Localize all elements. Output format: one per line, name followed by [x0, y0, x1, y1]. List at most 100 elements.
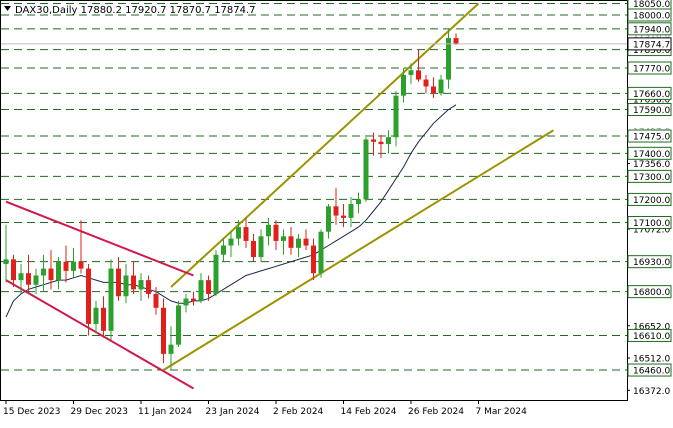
candle-body: [108, 268, 114, 331]
candle: [3, 224, 9, 283]
candle: [33, 268, 39, 294]
candle: [266, 217, 271, 246]
candle-body: [326, 206, 331, 232]
level-label: 17940.0: [627, 22, 672, 36]
trend-channels: [5, 2, 555, 390]
time-tick-label: 29 Dec 2023: [71, 407, 129, 417]
last-price-text: 17874.7: [633, 40, 670, 50]
candle: [183, 293, 189, 313]
candle-body: [123, 275, 129, 297]
candle-body: [116, 268, 121, 297]
candle-body: [26, 273, 31, 285]
candle: [348, 197, 354, 228]
level-label-text: 16800.0: [633, 288, 670, 298]
candle-body: [393, 95, 399, 138]
candle-body: [153, 293, 159, 308]
candle: [341, 204, 346, 228]
level-label: 18000.0: [627, 8, 672, 22]
price-tick-label: 16652.0: [633, 322, 670, 332]
level-label-box: [627, 255, 672, 269]
level-label: 17475.0: [627, 129, 672, 143]
candle-body: [303, 238, 309, 246]
level-label: 16610.0: [627, 328, 672, 342]
level-label: 16800.0: [627, 285, 672, 299]
level-label-box: [627, 192, 672, 206]
last-price-box: [627, 37, 672, 51]
up-channel-lower-line[interactable]: [162, 129, 555, 371]
candle: [288, 227, 294, 255]
candle-body: [138, 280, 144, 290]
time-tick-label: 14 Feb 2024: [341, 407, 397, 417]
level-label-text: 18000.0: [633, 11, 670, 21]
candle-body: [191, 298, 196, 301]
level-label-text: 17940.0: [633, 25, 670, 35]
candle-body: [213, 254, 219, 294]
candle-body: [101, 307, 106, 331]
candle: [228, 231, 234, 258]
level-label-box: [627, 129, 672, 143]
candle-body: [206, 280, 211, 294]
candle: [71, 247, 76, 278]
candle: [431, 77, 436, 98]
candle: [48, 250, 54, 290]
level-label-text: 16460.0: [633, 367, 670, 377]
candle: [63, 245, 69, 283]
candle-body: [311, 245, 316, 274]
candle: [281, 229, 286, 255]
candle: [78, 220, 84, 274]
time-tick-label: 15 Dec 2023: [3, 407, 61, 417]
candle: [138, 273, 144, 301]
candle-body: [318, 231, 324, 274]
candle-body: [363, 139, 369, 200]
candle: [311, 238, 316, 281]
candle-body: [11, 259, 16, 281]
down-channel-upper-line[interactable]: [5, 200, 194, 277]
level-label-text: 17300.0: [633, 173, 670, 183]
candle: [423, 74, 429, 94]
level-label-text: 17590.0: [633, 106, 670, 116]
candle-body: [3, 259, 9, 264]
candle-body: [243, 227, 249, 241]
candle-body: [236, 227, 241, 239]
candle-body: [288, 236, 294, 248]
level-label-text: 17660.0: [633, 90, 670, 100]
candle: [303, 229, 309, 251]
candle: [273, 220, 279, 251]
level-label-box: [627, 285, 672, 299]
level-label-box: [627, 146, 672, 160]
candle: [168, 326, 174, 371]
candle-body: [273, 224, 279, 241]
candle: [438, 74, 444, 96]
candle: [416, 49, 421, 82]
candle-body: [438, 79, 444, 94]
ma-line: [5, 104, 457, 318]
candle: [11, 254, 16, 288]
price-tick-label: 16512.0: [633, 355, 670, 365]
level-label-text: 17770.0: [633, 65, 670, 75]
down-channel-lower-line[interactable]: [5, 279, 195, 390]
candle-body: [258, 236, 264, 258]
header-symbol-ohlc: DAX30,Daily 17880.2 17920.7 17870.7 1787…: [15, 5, 256, 16]
candle-body: [266, 224, 271, 237]
level-label-box: [627, 8, 672, 22]
candle-body: [71, 261, 76, 271]
candle-body: [63, 261, 69, 271]
price-tick-label: 17072.0: [633, 225, 670, 235]
candle: [356, 192, 361, 214]
candle: [206, 275, 211, 301]
candle: [26, 254, 31, 292]
level-label-box: [627, 328, 672, 342]
candle-body: [183, 298, 189, 306]
level-label-text: 17850.0: [633, 46, 670, 56]
level-label: 16930.0: [627, 255, 672, 269]
up-channel-upper-line[interactable]: [170, 2, 480, 288]
triangle-down-icon[interactable]: [4, 6, 11, 11]
candle: [333, 187, 339, 225]
candle: [93, 300, 99, 334]
candle-body: [341, 215, 346, 218]
candle-body: [33, 275, 39, 285]
candle-body: [408, 70, 414, 75]
candle-body: [401, 74, 406, 96]
level-label: 17770.0: [627, 61, 672, 75]
